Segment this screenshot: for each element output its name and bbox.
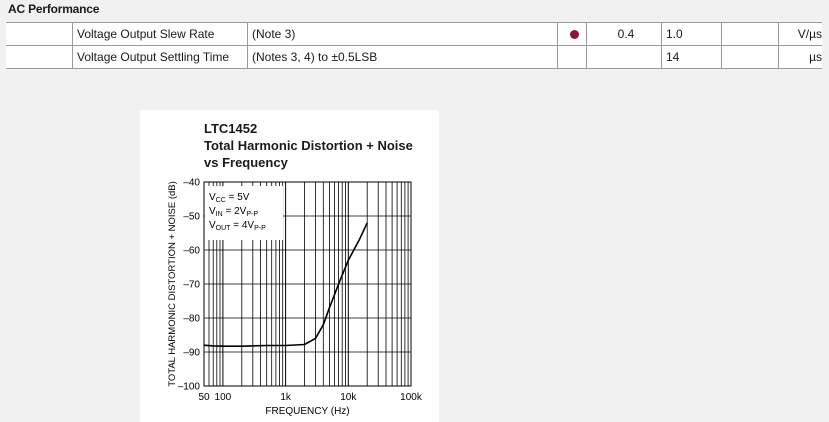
table-cell-conditions: (Note 3) xyxy=(247,22,558,46)
table-cell-typ: 1.0 xyxy=(661,22,722,46)
chart-title: LTC1452 Total Harmonic Distortion + Nois… xyxy=(204,120,413,171)
table-cell-units: µs xyxy=(778,45,822,69)
table-cell-range-marker xyxy=(557,45,587,69)
spec-table: Voltage Output Slew Rate (Note 3) 0.4 1.… xyxy=(6,22,822,69)
table-cell-conditions: (Notes 3, 4) to ±0.5LSB xyxy=(247,45,558,69)
y-tick-label: –90 xyxy=(183,348,200,359)
condition-label: VIN = 2VP-P xyxy=(209,206,258,218)
y-tick-label: –70 xyxy=(183,280,200,291)
chart-title-line-3: vs Frequency xyxy=(204,155,288,170)
x-tick-label: 10k xyxy=(340,392,357,403)
condition-label: VCC = 5V xyxy=(209,192,250,204)
table-cell-units: V/µs xyxy=(778,22,822,46)
thd-noise-chart: VCC = 5V VIN = 2VP-P VOUT = 4VP-P –40 –50 –60… xyxy=(167,178,423,418)
y-tick-label: –40 xyxy=(183,178,200,189)
y-axis-label: TOTAL HARMONIC DISTORTION + NOISE (dB) xyxy=(167,181,178,387)
y-tick-label: –100 xyxy=(178,382,201,393)
condition-label: VOUT = 4VP-P xyxy=(209,220,266,232)
table-row: Voltage Output Settling Time (Notes 3, 4… xyxy=(6,45,822,69)
table-cell-min xyxy=(586,45,662,69)
table-cell-max xyxy=(721,22,779,46)
full-temperature-range-dot xyxy=(569,30,579,40)
x-tick-label: 50 xyxy=(198,392,210,403)
x-axis-label: FREQUENCY (Hz) xyxy=(265,406,349,417)
thd-noise-series-line xyxy=(203,222,368,347)
table-cell-symbol xyxy=(6,45,73,69)
annotation-box xyxy=(205,186,283,240)
table-cell-max xyxy=(721,45,779,69)
table-row: Voltage Output Slew Rate (Note 3) 0.4 1.… xyxy=(6,22,822,46)
table-cell-typ: 14 xyxy=(661,45,722,69)
y-tick-label: –50 xyxy=(183,212,200,223)
chart-title-line-2: Total Harmonic Distortion + Noise xyxy=(204,138,413,153)
chart-panel: LTC1452 Total Harmonic Distortion + Nois… xyxy=(140,110,439,422)
table-cell-min: 0.4 xyxy=(586,22,662,46)
y-tick-label: –80 xyxy=(183,314,200,325)
table-cell-parameter: Voltage Output Slew Rate xyxy=(72,22,248,46)
x-tick-label: 100k xyxy=(400,392,423,403)
chart-title-part-number: LTC1452 xyxy=(204,121,258,136)
x-tick-label: 1k xyxy=(280,392,292,403)
table-cell-range-marker xyxy=(557,22,587,46)
y-tick-label: –60 xyxy=(183,246,200,257)
section-title: AC Performance xyxy=(8,2,100,16)
table-cell-symbol xyxy=(6,22,73,46)
table-cell-parameter: Voltage Output Settling Time xyxy=(72,45,248,69)
plot-frame xyxy=(203,181,412,387)
x-tick-label: 100 xyxy=(215,392,232,403)
